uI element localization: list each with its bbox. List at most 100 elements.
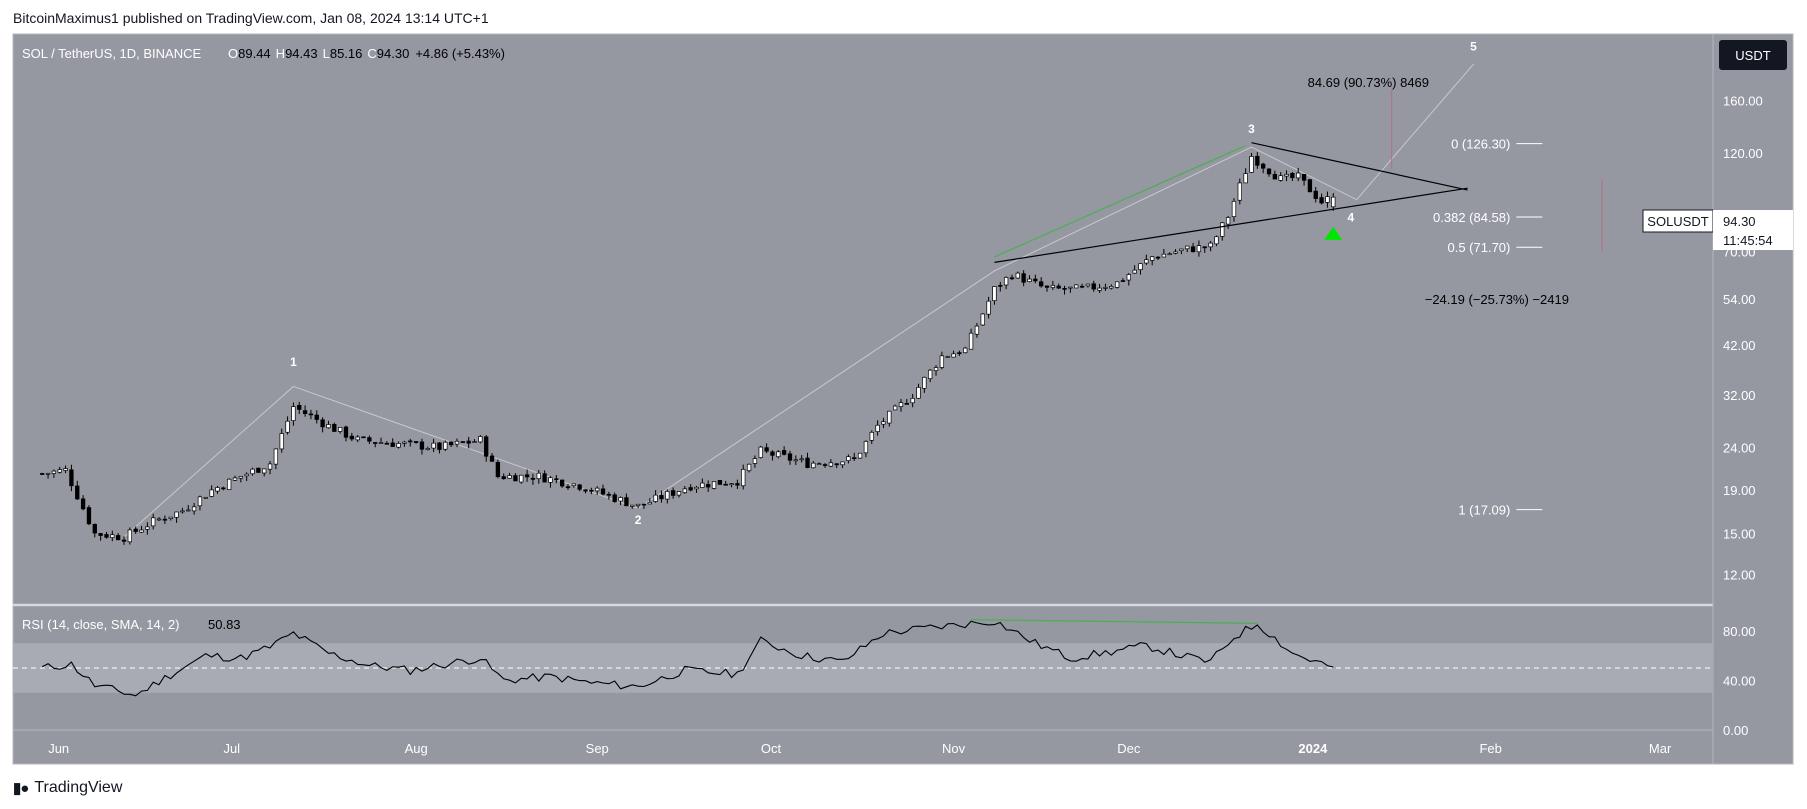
candle-down [1202, 246, 1207, 249]
candle-up [793, 459, 798, 462]
candle-up [472, 441, 477, 443]
candle-down [1044, 285, 1050, 288]
candle-up [817, 463, 822, 465]
candle-down [670, 490, 676, 496]
candle-down [419, 441, 425, 450]
low-value: 85.16 [330, 46, 363, 61]
wave-label: 3 [1248, 122, 1255, 136]
fib-level-label: 1 (17.09) [1458, 503, 1510, 518]
rsi-tick-label: 0.00 [1723, 723, 1748, 738]
main-pane[interactable] [12, 33, 1714, 605]
time-tick-label: Feb [1479, 741, 1501, 756]
candle-up [746, 463, 752, 472]
candle-up [1185, 245, 1190, 250]
rsi-tick-label: 80.00 [1723, 624, 1756, 639]
currency-button[interactable] [1719, 40, 1787, 70]
candle-up [682, 488, 687, 493]
candle-down [1266, 168, 1272, 175]
candle-up [402, 441, 407, 444]
candle-up [1132, 269, 1137, 274]
candle-down [1091, 283, 1096, 290]
candle-up [1284, 173, 1289, 177]
candle-down [1301, 173, 1307, 181]
high-label: H [276, 46, 285, 61]
candle-up [519, 474, 524, 483]
candle-down [489, 455, 495, 462]
wave-count-line [123, 146, 1252, 538]
candle-up [197, 496, 203, 507]
wave-label: 1 [290, 355, 297, 369]
candle-down [104, 534, 109, 538]
wave-label: 4 [1347, 211, 1354, 225]
candle-down [1062, 287, 1067, 290]
resistance-trendline [1251, 142, 1468, 191]
fib-level-label: 0.5 (71.70) [1447, 240, 1510, 255]
candle-down [390, 442, 395, 447]
candle-down [115, 535, 121, 541]
candle-down [75, 485, 80, 500]
close-value: 94.30 [377, 46, 410, 61]
candle-down [367, 437, 372, 442]
candle-up [910, 397, 915, 404]
candle-up [1208, 242, 1213, 248]
candle-up [665, 491, 670, 500]
candle-up [980, 313, 985, 326]
time-tick-label: Mar [1649, 741, 1672, 756]
candle-up [180, 510, 185, 513]
candle-up [1050, 285, 1056, 288]
candle-down [384, 442, 390, 445]
candle-up [478, 436, 483, 443]
candle-up [928, 369, 933, 380]
candle-up [273, 448, 279, 465]
time-tick-label: Sep [586, 741, 609, 756]
price-tag-symbol: SOLUSDT [1647, 214, 1708, 229]
time-tick-label: Oct [761, 741, 782, 756]
candle-up [1150, 256, 1155, 261]
candle-up [110, 534, 115, 538]
candle-up [174, 511, 179, 518]
candle-down [659, 495, 664, 500]
candle-up [203, 496, 208, 499]
candle-up [694, 486, 699, 490]
candle-up [1249, 156, 1254, 173]
candle-down [542, 473, 547, 483]
time-tick-label: Aug [405, 741, 428, 756]
candle-down [688, 487, 693, 491]
rsi-legend: RSI (14, close, SMA, 14, 2) [22, 617, 180, 632]
symbol-legend: SOL / TetherUS, 1D, BINANCE [22, 46, 202, 61]
candle-down [92, 523, 97, 534]
candle-down [1319, 197, 1324, 204]
rsi-tick-label: 40.00 [1723, 673, 1756, 688]
fib-level-label: 0.382 (84.58) [1433, 210, 1510, 225]
footer: ▮● TradingView [13, 779, 122, 797]
candle-up [232, 477, 238, 481]
candle-up [1097, 287, 1102, 291]
candle-down [314, 414, 319, 420]
high-value: 94.43 [285, 46, 318, 61]
candle-up [279, 433, 284, 450]
candle-up [741, 469, 746, 487]
candle-down [86, 507, 92, 525]
published-header: BitcoinMaximus1 published on TradingView… [13, 10, 489, 26]
candle-up [425, 448, 430, 450]
candle-up [536, 472, 541, 480]
price-tick-label: 19.00 [1723, 483, 1756, 498]
candle-up [869, 431, 874, 441]
time-axis[interactable] [12, 729, 1714, 765]
price-axis[interactable] [1712, 33, 1794, 765]
candle-down [624, 497, 629, 507]
candle-up [548, 477, 553, 483]
candle-up [63, 468, 68, 471]
candle-up [711, 481, 717, 489]
candle-down [221, 487, 226, 490]
candle-up [811, 462, 816, 469]
candle-down [121, 539, 127, 542]
candle-down [1155, 256, 1161, 259]
candle-up [635, 503, 641, 506]
candle-up [986, 300, 991, 315]
candle-up [618, 497, 623, 502]
candle-down [530, 477, 536, 480]
candle-down [787, 453, 793, 461]
candle-up [291, 406, 296, 421]
